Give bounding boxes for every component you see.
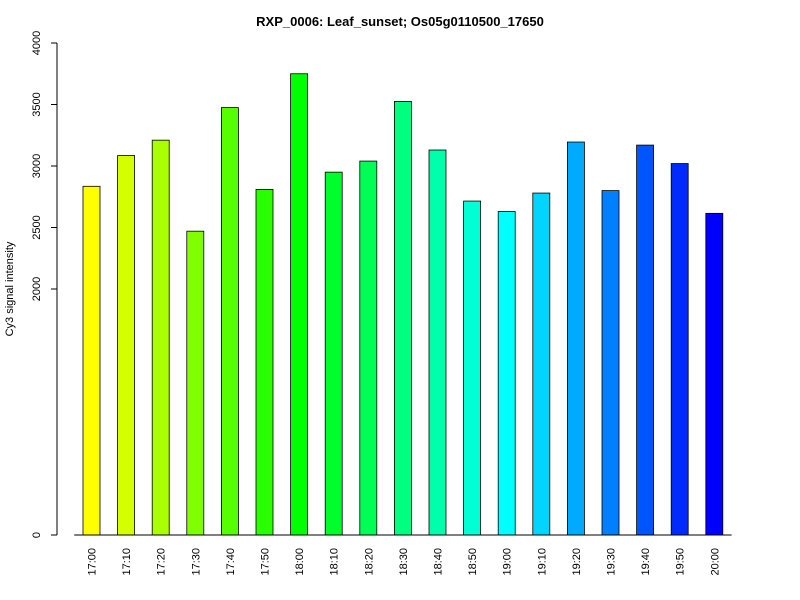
x-tick-label: 19:10 <box>536 548 548 576</box>
x-tick-label: 17:40 <box>225 548 237 576</box>
bar-1730 <box>186 230 205 536</box>
x-tick-label: 19:30 <box>606 548 618 576</box>
bar-1900 <box>497 211 516 536</box>
bar-1920 <box>567 141 585 536</box>
x-tick-label: 20:00 <box>709 548 721 576</box>
bar-2000 <box>705 212 724 536</box>
bars-group <box>82 73 724 536</box>
bar-1800 <box>290 73 309 536</box>
y-tick-label: 0 <box>31 532 43 538</box>
x-tick-label: 18:30 <box>398 548 410 576</box>
x-tick-label: 19:20 <box>571 548 583 576</box>
x-tick-label: 19:00 <box>502 548 514 576</box>
y-tick-label: 3500 <box>31 92 43 116</box>
y-tick-label: 2500 <box>31 215 43 239</box>
x-tick-label: 18:50 <box>467 548 479 576</box>
x-tick-label: 18:40 <box>433 548 445 576</box>
bar-1840 <box>428 149 447 536</box>
bar-1700 <box>82 185 101 536</box>
bar-1750 <box>255 188 274 536</box>
y-tick-label: 3000 <box>31 154 43 178</box>
x-tick-label: 17:10 <box>121 548 133 576</box>
x-tick-label: 19:50 <box>675 548 687 576</box>
bar-1710 <box>117 155 135 536</box>
bar-1740 <box>220 107 239 536</box>
x-tick-label: 18:20 <box>363 548 375 576</box>
x-tick-label: 17:50 <box>260 548 272 576</box>
y-axis: 0 2000 2500 3000 3500 4000 <box>31 31 58 538</box>
bar-1950 <box>670 163 689 536</box>
x-tick-label: 18:10 <box>329 548 341 576</box>
chart-title: RXP_0006: Leaf_sunset; Os05g0110500_1765… <box>256 14 544 29</box>
bar-1810 <box>324 171 343 536</box>
bar-1910 <box>532 192 551 536</box>
bar-1830 <box>393 101 412 536</box>
x-tick-label: 18:00 <box>294 548 306 576</box>
x-tick-label: 17:00 <box>87 548 99 576</box>
y-tick-label: 4000 <box>31 31 43 55</box>
x-tick-label: 17:30 <box>190 548 202 576</box>
x-tick-label: 17:20 <box>156 548 168 576</box>
bar-1930 <box>601 190 620 536</box>
bar-1850 <box>463 200 482 536</box>
x-axis: 17:00 17:10 17:20 17:30 17:40 17:50 18:00 18:10… <box>74 534 732 576</box>
y-axis-label: Cy3 signal intensity <box>4 241 16 336</box>
bar-1940 <box>636 144 654 536</box>
y-tick-label: 2000 <box>31 277 43 301</box>
bar-1720 <box>151 139 170 536</box>
x-tick-label: 19:40 <box>640 548 652 576</box>
bar-1820 <box>359 160 378 536</box>
